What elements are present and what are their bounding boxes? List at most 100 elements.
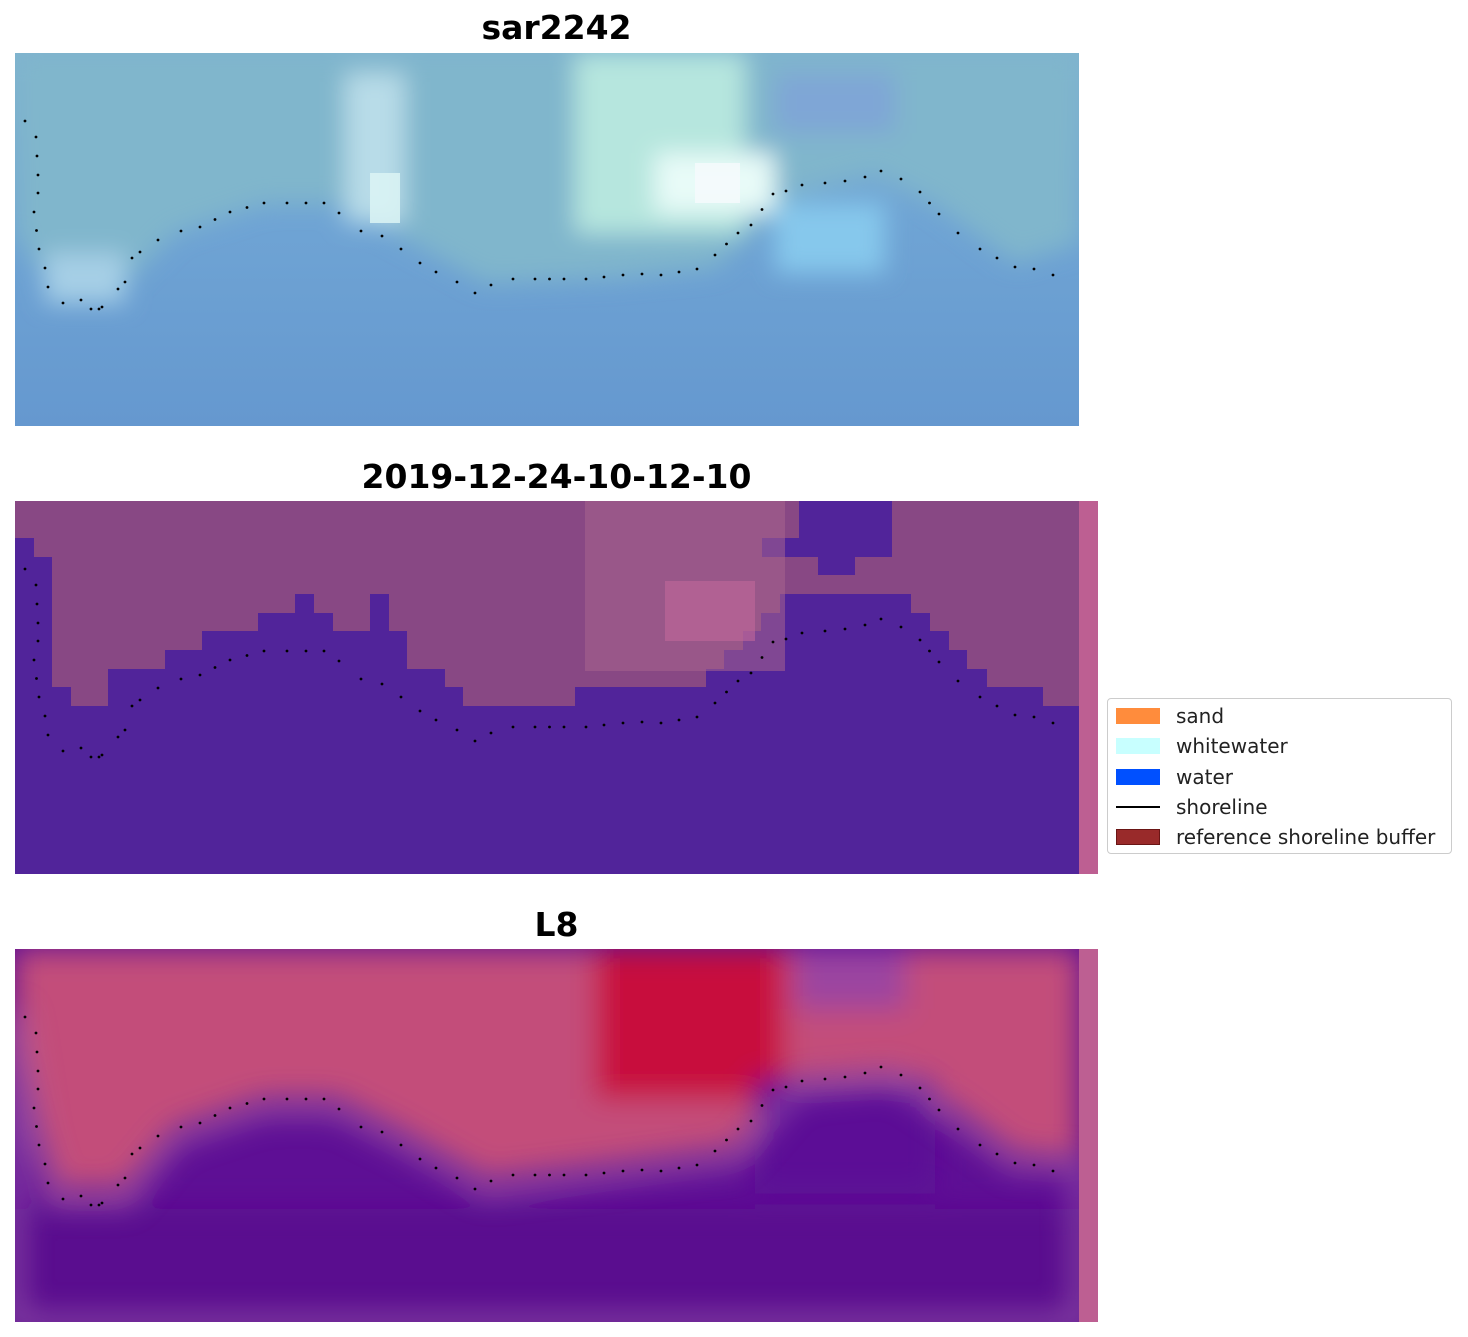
shoreline-dot [35, 1050, 39, 1054]
legend-label-whitewater: whitewater [1176, 734, 1288, 758]
shoreline-line-swatch [1116, 806, 1160, 808]
legend-item-whitewater: whitewater [1116, 733, 1288, 759]
shoreline-dot [228, 658, 232, 662]
shoreline-dot [736, 679, 740, 683]
shoreline-dot [978, 695, 982, 699]
shoreline-dot [46, 285, 50, 289]
shoreline-dot [995, 256, 999, 260]
shoreline-dot [621, 721, 625, 725]
legend: sand whitewater water shoreline referenc… [1107, 698, 1452, 854]
shoreline-dot [473, 739, 477, 743]
shoreline-dot [285, 1097, 289, 1101]
shoreline-dot [304, 1097, 308, 1101]
shoreline-dot [548, 277, 551, 281]
shoreline-dot [695, 715, 699, 719]
shoreline-dot [879, 1065, 883, 1069]
shoreline-dot [823, 629, 827, 633]
shoreline-dot [61, 749, 65, 753]
shoreline-dot [322, 1097, 326, 1101]
shoreline-dot [899, 177, 903, 181]
shoreline-dot [937, 660, 941, 664]
shoreline-dot [35, 602, 39, 606]
shoreline-dot [245, 654, 249, 657]
shoreline-dot [928, 649, 931, 653]
shoreline-dot [100, 305, 104, 309]
shoreline-dot [37, 1143, 41, 1147]
shoreline-dot [228, 1106, 232, 1110]
shoreline-dot [562, 1173, 566, 1177]
shoreline-dot [399, 247, 403, 251]
shoreline-dot [37, 247, 41, 251]
panel-title-l8: L8 [534, 905, 579, 944]
shoreline-dot [473, 291, 477, 295]
shoreline-dot [434, 1166, 438, 1170]
shoreline-dot [116, 1183, 120, 1187]
shoreline-dot [584, 277, 588, 281]
shoreline-dot [602, 1171, 606, 1175]
classified-image-panel [15, 501, 1098, 874]
shoreline-dot [863, 175, 867, 179]
legend-label-reference-buffer: reference shoreline buffer [1176, 825, 1436, 849]
shoreline-dot [1032, 1163, 1036, 1167]
shoreline-dot [262, 201, 266, 205]
shoreline-dot [677, 270, 681, 274]
shoreline-dot [918, 638, 922, 642]
legend-label-water: water [1176, 765, 1233, 789]
rgb-image [15, 53, 1079, 426]
shoreline-dot [198, 1121, 202, 1125]
shoreline-dot [640, 272, 644, 276]
shoreline-dot [35, 677, 38, 680]
legend-label-shoreline: shoreline [1176, 795, 1268, 819]
shoreline-dot [213, 218, 217, 221]
shoreline-dot [713, 253, 717, 257]
rgb-image-panel [15, 53, 1079, 426]
shoreline-dot [418, 261, 422, 265]
shoreline-dot [1032, 715, 1036, 719]
shoreline-dot [337, 211, 341, 215]
shoreline-dot [36, 621, 40, 625]
shoreline-dot [61, 301, 65, 305]
shoreline-dot [418, 1157, 422, 1161]
shoreline-dot [399, 695, 403, 699]
shoreline-dot [760, 656, 764, 659]
shoreline-dot [1013, 1161, 1017, 1165]
shoreline-dot [659, 721, 663, 725]
shoreline-dot [35, 229, 38, 232]
shoreline-dot [245, 206, 249, 209]
classified-image [15, 501, 1098, 874]
shoreline-dot [725, 1138, 728, 1142]
shoreline-dot [359, 677, 363, 681]
shoreline-dot [434, 270, 438, 274]
shoreline-dot [928, 201, 931, 205]
shoreline-dot [304, 201, 308, 205]
shoreline-dot [562, 277, 566, 281]
shoreline-dot [1032, 267, 1036, 271]
shoreline-dot [602, 723, 606, 727]
shoreline-dot [455, 1176, 459, 1180]
shoreline-dot [156, 238, 160, 242]
shoreline-dot [380, 1130, 384, 1134]
shoreline-dot [36, 639, 40, 643]
shoreline-dot [380, 234, 384, 238]
shoreline-dot [245, 1102, 249, 1105]
shoreline-dot [562, 725, 566, 729]
shoreline-dot [198, 673, 202, 677]
shoreline-dot [937, 212, 941, 216]
shoreline-dot [130, 256, 134, 260]
shoreline-dot [97, 1203, 101, 1207]
shoreline-dot [677, 718, 681, 722]
shoreline-dot [359, 1125, 363, 1129]
shoreline-dot [800, 631, 804, 635]
shoreline-dot [879, 617, 883, 621]
shoreline-dots [23, 567, 1055, 759]
shoreline-dot [918, 1086, 922, 1090]
shoreline-dot [800, 183, 804, 187]
shoreline-dot [548, 725, 551, 729]
shoreline-dot [262, 1097, 266, 1101]
shoreline-dot [511, 277, 515, 281]
shoreline-dot [130, 704, 134, 708]
shoreline-dot [138, 698, 142, 702]
shoreline-dot [725, 242, 728, 246]
shoreline-dot [123, 728, 127, 732]
shoreline-dot [179, 677, 183, 681]
